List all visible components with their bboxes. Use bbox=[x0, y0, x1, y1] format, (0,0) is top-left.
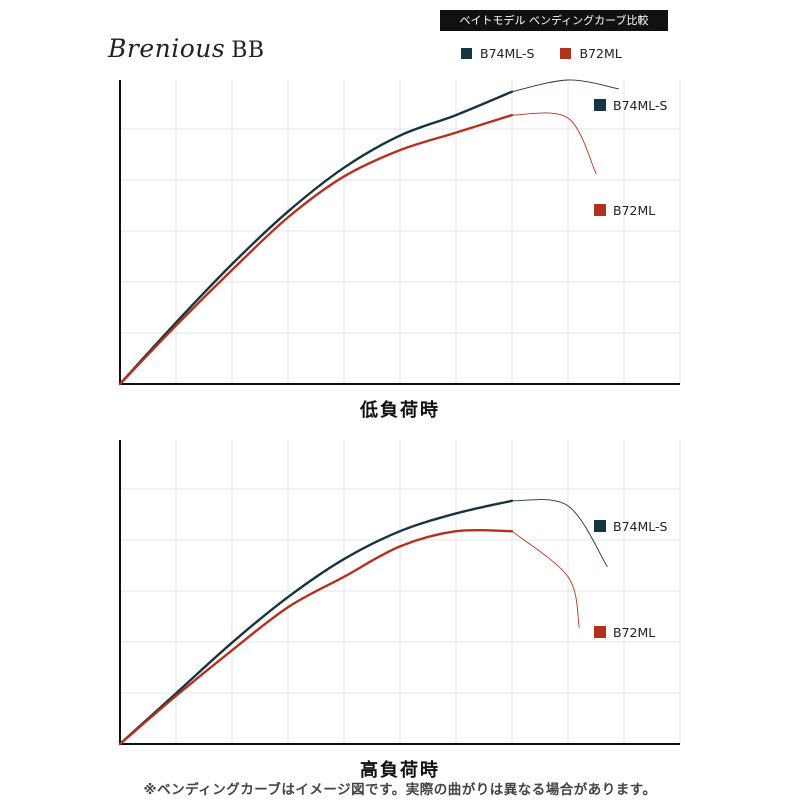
chart-low-load: B74ML-S B72ML bbox=[118, 79, 681, 386]
grid bbox=[120, 80, 681, 384]
chart-badge: ベイトモデル ベンディングカーブ比較 bbox=[440, 10, 668, 31]
brand-logo: Brenious BB bbox=[108, 34, 265, 63]
brand-name: Brenious bbox=[108, 34, 226, 63]
legend-label-b74ml-s: B74ML-S bbox=[480, 46, 535, 61]
chart-legend-label-b72ml: B72ML bbox=[613, 203, 655, 218]
chart-title-low-load: 低負荷時 bbox=[360, 400, 440, 421]
chart-high-load: B74ML-S B72ML bbox=[118, 440, 681, 746]
series-line-b74ml-s bbox=[118, 499, 514, 746]
series-line-tip-b74ml-s bbox=[511, 79, 619, 93]
footnote: ※ベンディングカーブはイメージ図です。実際の曲がりは異なる場合があります。 bbox=[143, 782, 657, 798]
top-legend: B74ML-S B72ML bbox=[461, 46, 622, 61]
chart-legend-label-b72ml: B72ML bbox=[613, 625, 655, 640]
chart-legend-swatch-b74ml-s bbox=[594, 99, 606, 111]
legend-swatch-b74ml-s bbox=[461, 48, 472, 59]
chart-legend-swatch-b74ml-s bbox=[594, 520, 606, 532]
series-line-tip-b74ml-s bbox=[511, 499, 608, 568]
chart-title-high-load: 高負荷時 bbox=[360, 760, 440, 781]
chart-legend-swatch-b72ml bbox=[594, 626, 606, 638]
brand-model: BB bbox=[231, 38, 265, 63]
series-line-b74ml-s bbox=[118, 90, 514, 386]
chart-legend-label-b74ml-s: B74ML-S bbox=[613, 519, 668, 534]
grid bbox=[120, 440, 681, 744]
series-line-b72ml bbox=[118, 528, 514, 746]
chart-legend-swatch-b72ml bbox=[594, 204, 606, 216]
series-line-tip-b72ml bbox=[511, 112, 597, 174]
series-line-b72ml bbox=[118, 113, 514, 386]
chart-legend-label-b74ml-s: B74ML-S bbox=[613, 98, 668, 113]
legend-swatch-b72ml bbox=[560, 48, 572, 59]
series-line-tip-b72ml bbox=[511, 530, 580, 628]
legend-item-b74ml-s: B74ML-S bbox=[461, 46, 534, 61]
legend-label-b72ml: B72ML bbox=[579, 46, 622, 61]
legend-item-b72ml: B72ML bbox=[560, 46, 622, 61]
